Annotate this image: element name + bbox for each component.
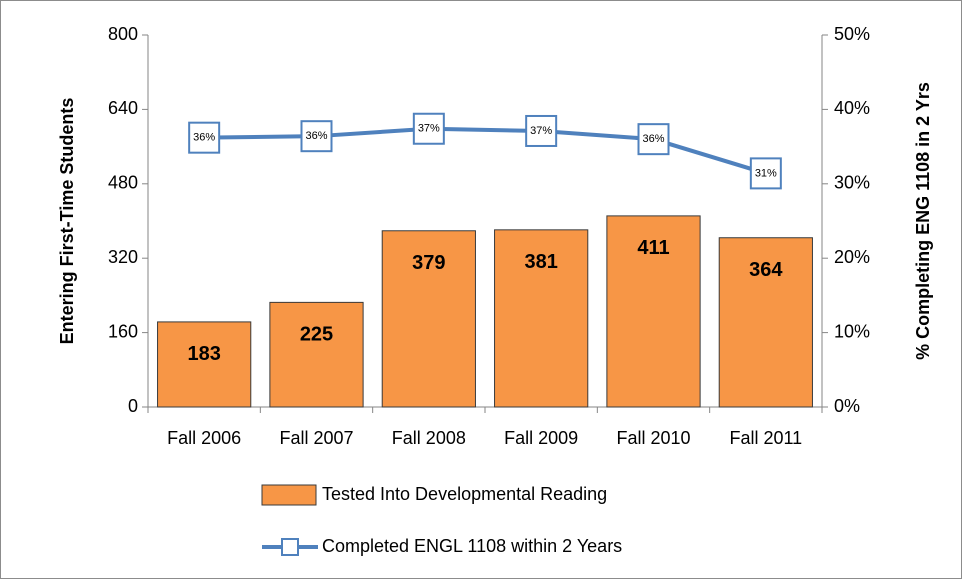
bar-label: 225 — [300, 324, 333, 346]
x-tick-label: Fall 2011 — [729, 428, 802, 448]
line-label: 36% — [193, 132, 215, 144]
y2-tick-label: 50% — [834, 24, 870, 44]
x-tick-label: Fall 2008 — [392, 428, 466, 448]
legend-label: Tested Into Developmental Reading — [322, 484, 607, 504]
bar-label: 183 — [187, 343, 220, 365]
line-marker — [188, 121, 221, 154]
line-label: 37% — [530, 125, 552, 137]
bar-label: 379 — [412, 252, 445, 274]
line-marker — [525, 114, 558, 147]
bar-label: 364 — [749, 259, 783, 281]
x-tick-label: Fall 2006 — [167, 428, 241, 448]
bar — [381, 230, 476, 408]
line — [204, 126, 767, 176]
legend-label: Completed ENGL 1108 within 2 Years — [322, 536, 622, 556]
line-marker — [637, 123, 670, 156]
line-label: 37% — [418, 123, 440, 135]
bar-label: 381 — [524, 251, 557, 273]
line-marker — [300, 120, 333, 153]
y-tick-label: 480 — [108, 173, 138, 193]
line-label: 31% — [755, 167, 777, 179]
bar-label: 411 — [637, 237, 669, 259]
legend-swatch — [261, 484, 317, 506]
y-tick-label: 640 — [108, 98, 138, 118]
bar — [157, 321, 252, 408]
legend-marker — [281, 538, 299, 556]
x-tick-label: Fall 2009 — [504, 428, 578, 448]
y2-axis-title: % Completing ENG 1108 in 2 Yrs — [913, 82, 933, 360]
y2-tick-label: 40% — [834, 98, 870, 118]
bar — [718, 237, 813, 408]
y2-tick-label: 20% — [834, 247, 870, 267]
line-marker — [412, 112, 445, 145]
line-label: 36% — [305, 130, 327, 142]
y-tick-label: 800 — [108, 24, 138, 44]
y-axis-title: Entering First-Time Students — [57, 98, 77, 345]
x-tick-label: Fall 2010 — [616, 428, 690, 448]
x-tick-label: Fall 2007 — [279, 428, 353, 448]
y2-tick-label: 10% — [834, 321, 870, 341]
y-tick-label: 0 — [128, 396, 138, 416]
y-tick-label: 160 — [108, 321, 138, 341]
y2-tick-label: 30% — [834, 173, 870, 193]
bar — [606, 215, 701, 408]
bar — [269, 301, 364, 408]
line-marker — [749, 157, 782, 190]
line-label: 36% — [642, 133, 664, 145]
y-tick-label: 320 — [108, 247, 138, 267]
y2-tick-label: 0% — [834, 396, 860, 416]
bar — [494, 229, 589, 408]
